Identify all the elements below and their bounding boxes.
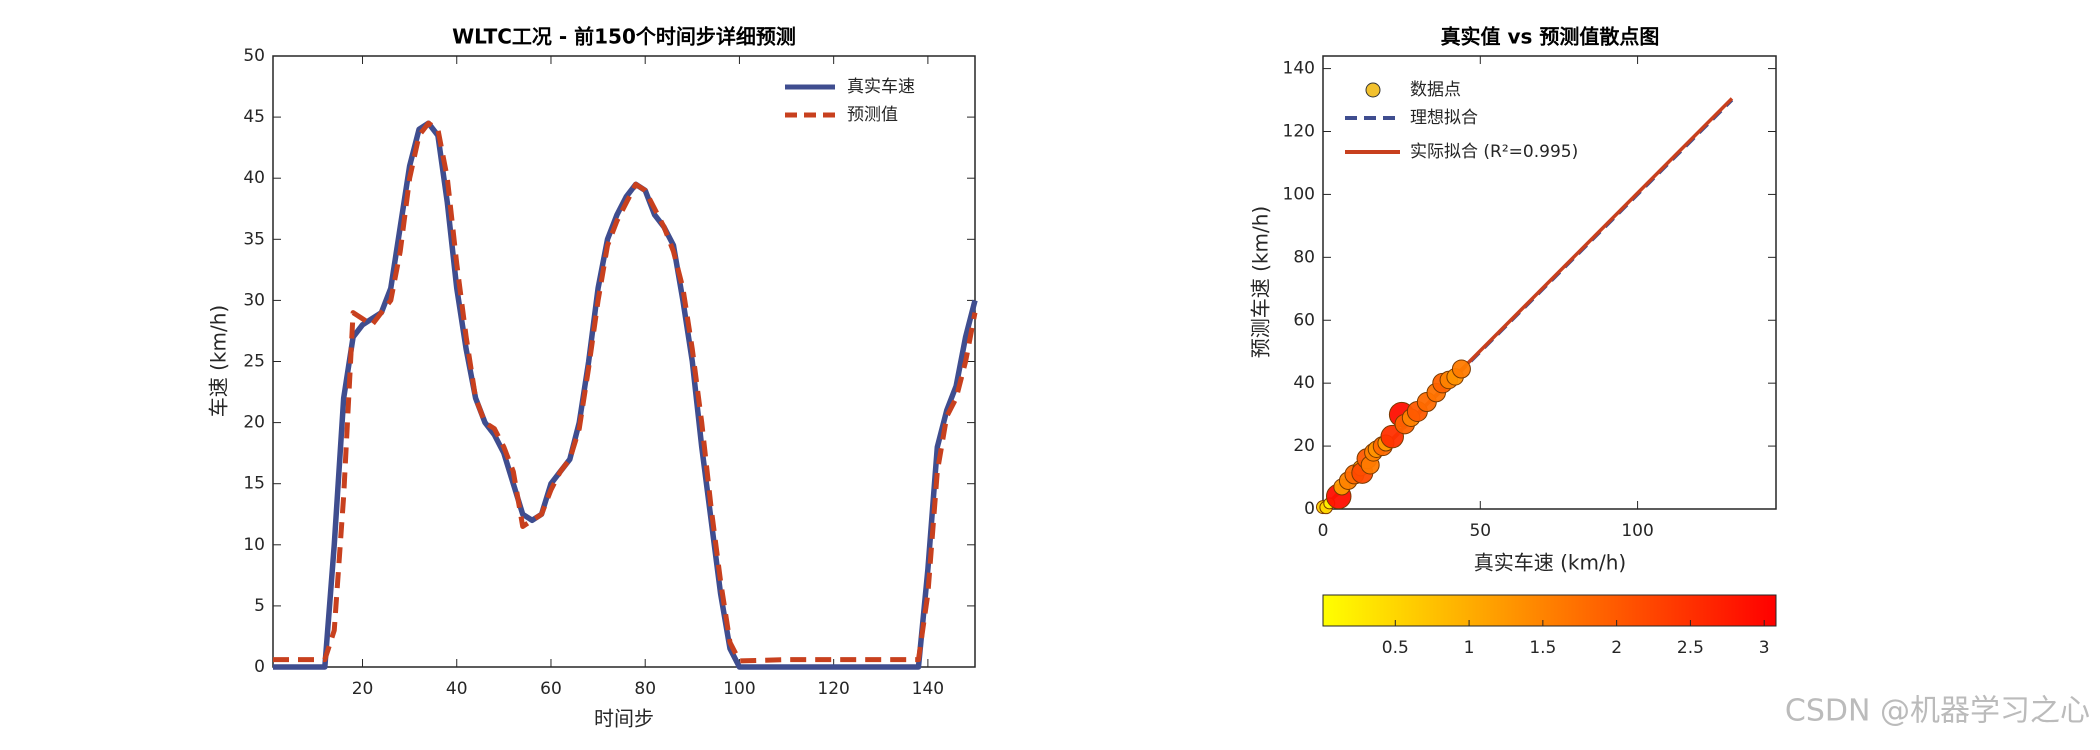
- legend-label: 预测值: [847, 105, 898, 125]
- legend-label: 实际拟合 (R²=0.995): [1410, 142, 1578, 162]
- series-line: [273, 120, 978, 664]
- y-tick-label: 40: [243, 168, 265, 188]
- y-tick-label: 100: [1283, 184, 1315, 204]
- y-tick-label: 140: [1283, 59, 1315, 79]
- y-tick-label: 30: [243, 290, 265, 310]
- colorbar-tick-label: 1.5: [1529, 638, 1556, 658]
- watermark: CSDN @机器学习之心: [1785, 694, 2090, 729]
- x-axis-label: 真实车速 (km/h): [1474, 551, 1626, 575]
- x-axis-label: 时间步: [594, 707, 654, 731]
- axes-box: [272, 55, 976, 668]
- y-tick-label: 60: [1293, 310, 1315, 330]
- y-tick-label: 25: [243, 352, 265, 372]
- chart-title: WLTC工况 - 前150个时间步详细预测: [452, 25, 796, 49]
- y-axis-label: 车速 (km/h): [207, 305, 231, 417]
- chart-title: 真实值 vs 预测值散点图: [1441, 25, 1660, 49]
- series-line: [273, 120, 978, 670]
- x-tick-label: 50: [1469, 521, 1491, 541]
- x-tick-label: 40: [446, 679, 468, 699]
- x-tick-label: 80: [634, 679, 656, 699]
- legend-label: 理想拟合: [1410, 108, 1478, 128]
- colorbar-tick-label: 2.5: [1677, 638, 1704, 658]
- x-tick-label: 100: [723, 679, 755, 699]
- axes-box: [1322, 55, 1777, 510]
- y-tick-label: 80: [1293, 247, 1315, 267]
- x-tick-label: 20: [352, 679, 374, 699]
- y-tick-label: 0: [1304, 499, 1315, 519]
- y-tick-label: 5: [254, 596, 265, 616]
- x-tick-label: 0: [1318, 521, 1329, 541]
- colorbar-tick-label: 3: [1759, 638, 1770, 658]
- y-tick-label: 15: [243, 474, 265, 494]
- y-tick-label: 20: [1293, 436, 1315, 456]
- y-tick-label: 10: [243, 535, 265, 555]
- y-tick-label: 35: [243, 229, 265, 249]
- legend-swatch: [1365, 82, 1381, 98]
- y-tick-label: 20: [243, 413, 265, 433]
- data-point: [1451, 359, 1471, 379]
- y-tick-label: 45: [243, 107, 265, 127]
- x-tick-label: 120: [817, 679, 849, 699]
- y-tick-label: 120: [1283, 122, 1315, 142]
- colorbar-tick-label: 2: [1611, 638, 1622, 658]
- y-tick-label: 50: [243, 46, 265, 66]
- legend-label: 数据点: [1410, 80, 1461, 100]
- legend-label: 真实车速: [847, 77, 915, 97]
- colorbar: [1322, 594, 1777, 627]
- y-tick-label: 0: [254, 657, 265, 677]
- colorbar-tick-label: 0.5: [1382, 638, 1409, 658]
- colorbar-tick-label: 1: [1464, 638, 1475, 658]
- y-tick-label: 40: [1293, 373, 1315, 393]
- x-tick-label: 60: [540, 679, 562, 699]
- x-tick-label: 140: [912, 679, 944, 699]
- y-axis-label: 预测车速 (km/h): [1249, 206, 1273, 358]
- x-tick-label: 100: [1621, 521, 1653, 541]
